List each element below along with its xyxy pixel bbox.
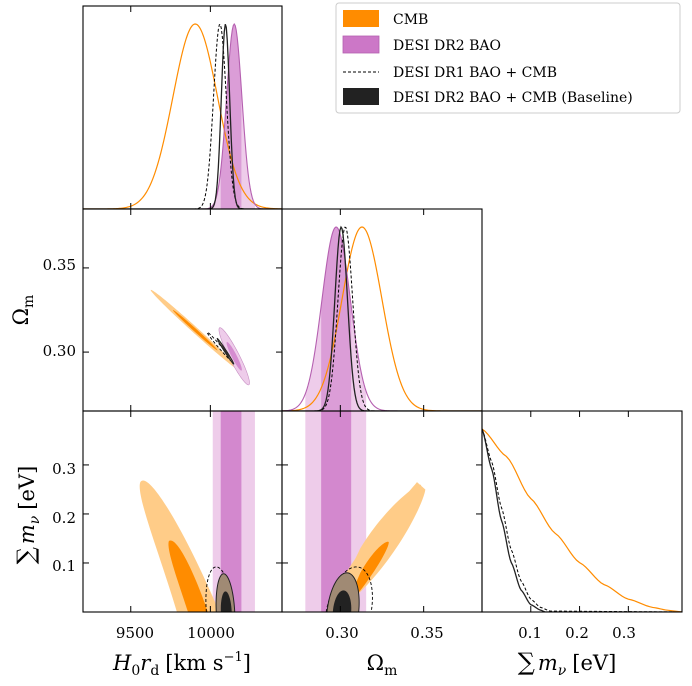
frame-h0rd-1d — [82, 5, 283, 210]
legend-box — [335, 2, 681, 114]
panel-mnu-1d — [482, 428, 682, 612]
legend-label-bao: DESI DR2 BAO — [393, 38, 501, 54]
y-tick-labels: 0.35 0.30 0.3 0.2 0.1 — [43, 256, 76, 575]
h0rd-1d-bao-curve — [83, 22, 282, 209]
panel-h0rd-1d — [83, 22, 282, 209]
y-tick-om-035: 0.35 — [43, 256, 76, 274]
om-1d-bao-1sigma-fill — [321, 227, 352, 411]
y-axis-label-om: Ωm — [9, 295, 37, 326]
h0rd-1d-cmb-curve — [83, 23, 282, 209]
y-tick-mnu-03: 0.3 — [52, 460, 76, 478]
mnu-1d-baseline-curve — [482, 428, 682, 612]
h0rd-mnu-dr1-contour — [205, 566, 234, 612]
frame-mnu-1d — [481, 410, 683, 613]
h0rd-mnu-baseline-1sigma — [220, 591, 232, 612]
panel-h0rd-mnu — [139, 411, 255, 612]
legend: CMB DESI DR2 BAO DESI DR1 BAO + CMB DESI… — [335, 2, 681, 114]
legend-label-baseline: DESI DR2 BAO + CMB (Baseline) — [393, 90, 633, 106]
y-tick-mnu-02: 0.2 — [52, 509, 76, 527]
y-axis-label-mnu: ∑mν[eV] — [12, 466, 43, 565]
om-mnu-baseline-1sigma — [332, 590, 352, 612]
y-tick-mnu-01: 0.1 — [52, 557, 76, 575]
h0rd-om-cmb-1sigma — [172, 310, 218, 351]
h0rd-mnu-bao-1sigma-band — [220, 411, 242, 612]
panel-om-1d — [282, 225, 482, 411]
h0rd-om-bao-1sigma — [226, 341, 242, 371]
x-tick-om-035: 0.35 — [410, 624, 443, 642]
panel-h0rd-om — [150, 289, 250, 386]
h0rd-1d-bao-1sigma-fill — [220, 24, 242, 209]
h0rd-mnu-cmb-2sigma — [139, 480, 217, 612]
om-1d-bao-curve — [282, 226, 482, 411]
h0rd-mnu-cmb-1sigma — [168, 540, 208, 612]
panel-om-mnu — [305, 411, 426, 612]
legend-swatch-baseline — [343, 88, 379, 105]
x-tick-h0rd-9500: 9500 — [116, 624, 154, 642]
x-tick-mnu-03: 0.3 — [612, 624, 636, 642]
legend-swatch-bao — [342, 35, 380, 54]
x-tick-labels: 9500 10000 0.30 0.35 0.1 0.2 0.3 — [116, 624, 636, 642]
x-tick-h0rd-10000: 10000 — [187, 624, 235, 642]
x-tick-mnu-01: 0.1 — [518, 624, 542, 642]
x-tick-mnu-02: 0.2 — [565, 624, 589, 642]
legend-swatch-cmb — [343, 10, 379, 27]
x-axis-label-mnu: ∑ mν [eV] — [518, 648, 617, 679]
h0rd-om-baseline-1sigma — [221, 344, 230, 358]
x-axis-label-h0rd: H0rd [km s−1] — [112, 650, 251, 679]
x-tick-om-030: 0.30 — [325, 624, 358, 642]
legend-label-cmb: CMB — [393, 12, 428, 28]
legend-label-dr1: DESI DR1 BAO + CMB — [393, 65, 557, 81]
x-axis-label-om: Ωm — [367, 651, 398, 679]
mnu-1d-dr1-curve — [482, 428, 682, 612]
mnu-1d-cmb-curve — [482, 428, 682, 612]
y-tick-om-030: 0.30 — [43, 342, 76, 360]
frame-h0rd-om — [82, 208, 283, 412]
